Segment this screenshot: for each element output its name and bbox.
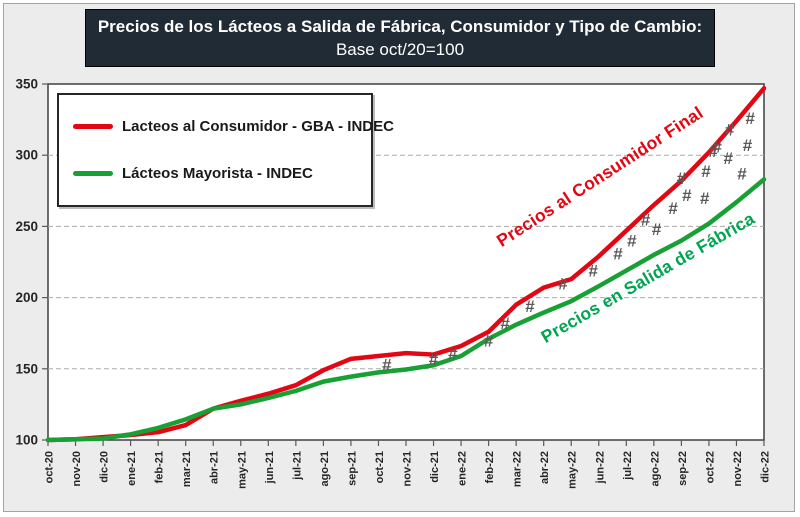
tipo-de-cambio-marker: #: [700, 189, 710, 208]
tipo-de-cambio-marker: #: [613, 244, 623, 263]
x-axis-label: dic-20: [99, 451, 111, 483]
tipo-de-cambio-marker: #: [500, 314, 510, 333]
x-axis-label: abr-21: [209, 451, 221, 484]
x-axis-label: jun-21: [264, 451, 276, 484]
x-axis-label: ene-22: [457, 451, 469, 486]
y-axis-label: 150: [15, 361, 38, 376]
tipo-de-cambio-marker: #: [737, 165, 747, 184]
tipo-de-cambio-marker: #: [558, 274, 568, 293]
x-axis-label: mar-22: [512, 451, 524, 487]
tipo-de-cambio-marker: #: [712, 138, 722, 157]
x-axis-label: feb-21: [154, 451, 166, 483]
x-axis-label: abr-22: [539, 451, 551, 484]
tipo-de-cambio-marker: #: [745, 109, 755, 128]
green-line-swatch-icon: [73, 171, 113, 176]
tipo-de-cambio-marker: #: [723, 149, 733, 168]
x-axis-label: oct-21: [374, 451, 386, 483]
x-axis-label: jun-22: [594, 451, 606, 484]
chart-title-bar: Precios de los Lácteos a Salida de Fábri…: [85, 9, 715, 67]
y-axis-label: 350: [15, 77, 38, 92]
x-axis-label: dic-22: [760, 451, 772, 483]
tipo-de-cambio-marker: #: [743, 136, 753, 155]
x-axis-label: ago-22: [649, 451, 661, 486]
y-axis-label: 300: [15, 148, 38, 163]
tipo-de-cambio-marker: #: [429, 350, 439, 369]
y-axis-label: 250: [15, 219, 38, 234]
x-axis-label: may-21: [236, 451, 248, 489]
tipo-de-cambio-marker: #: [701, 162, 711, 181]
tipo-de-cambio-marker: #: [725, 121, 735, 140]
x-axis-label: jul-22: [622, 451, 634, 481]
legend-item-mayorista: Lácteos Mayorista - INDEC: [73, 165, 365, 182]
tipo-de-cambio-marker: #: [668, 199, 678, 218]
tipo-de-cambio-marker: #: [641, 210, 651, 229]
legend-item-consumidor: Lacteos al Consumidor - GBA - INDEC: [73, 118, 394, 135]
y-axis-label: 100: [15, 433, 38, 448]
chart-title-subtitle: Base oct/20=100: [335, 40, 465, 59]
x-axis-label: may-22: [567, 451, 579, 489]
x-axis-label: nov-20: [71, 451, 83, 486]
x-axis-label: jul-21: [291, 451, 303, 481]
tipo-de-cambio-marker: #: [652, 220, 662, 239]
tipo-de-cambio-marker: #: [627, 232, 637, 251]
x-axis-label: dic-21: [429, 451, 441, 483]
consumidor-line: [45, 86, 767, 443]
x-axis-label: mar-21: [181, 451, 193, 487]
x-axis-label: nov-21: [402, 451, 414, 486]
legend-label-consumidor: Lacteos al Consumidor - GBA - INDEC: [122, 118, 394, 135]
x-axis-label: oct-22: [704, 451, 716, 483]
mayorista-line: [45, 177, 767, 443]
tipo-de-cambio-marker: #: [382, 356, 392, 375]
tipo-de-cambio-marker: #: [682, 186, 692, 205]
red-line-swatch-icon: [73, 124, 113, 129]
x-axis-label: feb-22: [484, 451, 496, 483]
tipo-de-cambio-marker: #: [484, 331, 494, 350]
tipo-de-cambio-marker: #: [448, 344, 458, 363]
x-axis-label: ene-21: [126, 451, 138, 486]
x-axis-label: oct-20: [44, 451, 56, 483]
legend-label-mayorista: Lácteos Mayorista - INDEC: [122, 165, 313, 182]
chart-title-main: Precios de los Lácteos a Salida de Fábri…: [97, 17, 703, 36]
legend: Lacteos al Consumidor - GBA - INDEC Láct…: [57, 93, 394, 207]
x-axis-label: sep-22: [677, 451, 689, 486]
x-axis-label: nov-22: [732, 451, 744, 486]
y-axis-label: 200: [15, 290, 38, 305]
tipo-de-cambio-marker: #: [525, 297, 535, 316]
tipo-de-cambio-marker: #: [677, 169, 687, 188]
x-axis-label: ago-21: [319, 451, 331, 486]
tipo-de-cambio-marker: #: [589, 262, 599, 281]
tipo-de-cambio-marker: #: [708, 142, 718, 161]
x-axis-label: sep-21: [346, 451, 358, 486]
